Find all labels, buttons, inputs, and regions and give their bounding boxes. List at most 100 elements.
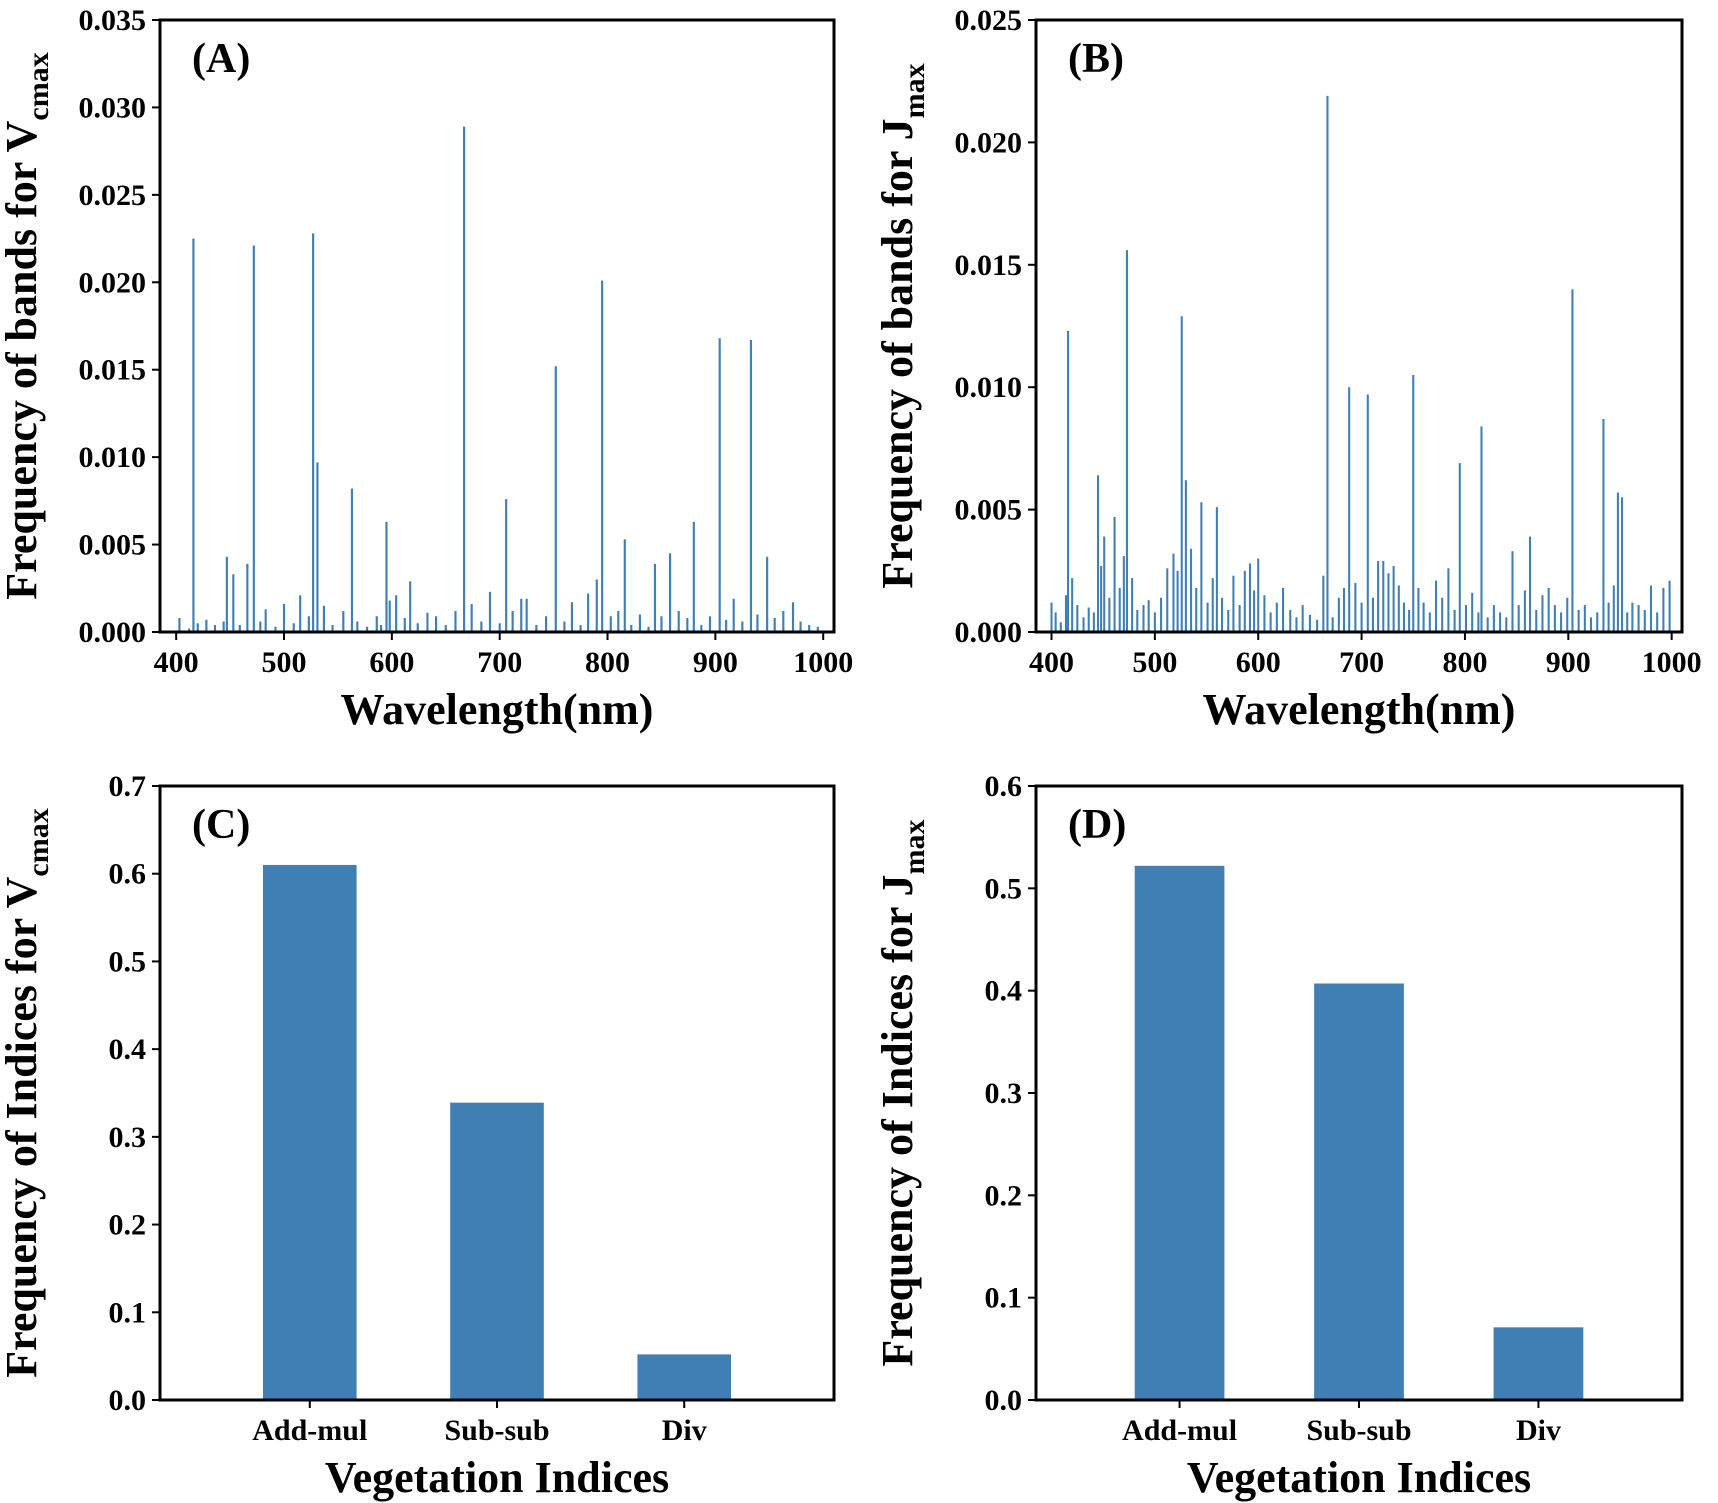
bar — [375, 616, 378, 632]
bar — [1566, 597, 1569, 632]
bar — [1257, 558, 1260, 632]
bar — [196, 623, 199, 632]
bar — [782, 611, 785, 632]
bar — [395, 595, 398, 632]
y-tick-label: 0.035 — [79, 4, 147, 37]
bar — [1366, 394, 1369, 632]
bar — [1492, 605, 1495, 632]
bar — [463, 126, 466, 633]
bar — [1529, 536, 1532, 632]
y-tick-label: 0.4 — [109, 1033, 147, 1066]
bar — [732, 598, 735, 632]
bar — [178, 618, 181, 632]
y-axis-title-subscript: max — [898, 819, 931, 874]
bar — [1100, 565, 1103, 632]
bar — [1275, 602, 1278, 632]
bar — [756, 614, 759, 632]
bar — [1377, 561, 1380, 632]
bar — [403, 618, 406, 632]
y-tick-label: 0.1 — [985, 1282, 1023, 1315]
y-axis-title-main: Frequency of bands for V — [0, 120, 46, 599]
bar — [1441, 597, 1444, 632]
bar — [647, 626, 650, 632]
bar — [342, 611, 345, 632]
x-tick-label: Sub-sub — [1306, 1414, 1411, 1447]
bar — [601, 280, 604, 632]
panel-label: (A) — [192, 36, 250, 82]
bar — [259, 621, 262, 632]
bar — [1553, 605, 1556, 632]
bar — [1596, 612, 1599, 632]
x-tick-label: 900 — [1546, 646, 1591, 679]
x-tick-label: 400 — [154, 646, 199, 679]
bar — [1371, 597, 1374, 632]
bar — [1621, 497, 1624, 632]
bar — [1326, 95, 1329, 632]
bar — [808, 625, 811, 632]
bar — [1059, 622, 1062, 632]
bar — [1136, 609, 1139, 632]
bar — [282, 604, 286, 632]
bar — [1331, 617, 1334, 632]
x-tick-label: 600 — [1236, 646, 1281, 679]
y-tick-label: 0.000 — [955, 616, 1023, 649]
bar — [1392, 565, 1395, 632]
bar — [1281, 587, 1285, 632]
panel-b: 400 500 600 700 800 900 1000 0.000 0.005 0.010 0.0… — [873, 4, 1702, 734]
y-axis-title: Frequency of Indices for Jmax — [873, 819, 931, 1366]
bar — [708, 616, 712, 632]
y-tick-label: 0.025 — [79, 179, 147, 212]
bar — [1064, 595, 1068, 632]
bar — [1082, 617, 1085, 632]
bar — [1471, 592, 1474, 632]
axes-frame — [158, 18, 836, 634]
y-tick-label: 0.005 — [955, 494, 1023, 527]
bar — [1560, 612, 1563, 632]
bar — [692, 521, 695, 632]
bar — [1269, 612, 1272, 632]
bar — [1397, 585, 1400, 632]
bar — [1480, 426, 1483, 632]
bar — [434, 616, 438, 632]
bar — [307, 616, 310, 632]
bar-div — [637, 1354, 732, 1400]
bar — [1408, 609, 1411, 632]
bar — [1172, 553, 1175, 632]
y-tick-label: 0.015 — [955, 249, 1023, 282]
bar — [1453, 609, 1456, 632]
bar — [222, 621, 225, 632]
bar — [1243, 570, 1246, 632]
bar — [1583, 605, 1586, 632]
y-axis-title: Frequency of bands for Vcmax — [0, 52, 55, 599]
bar — [1118, 587, 1121, 632]
y-tick-label: 0.6 — [985, 770, 1023, 803]
y-tick-label: 0.010 — [79, 441, 147, 474]
panel-label: (B) — [1068, 36, 1124, 82]
bar — [409, 581, 412, 632]
bar — [799, 621, 802, 632]
bar — [1067, 330, 1070, 632]
bar — [511, 611, 514, 632]
bar — [535, 625, 538, 632]
bar — [385, 521, 388, 632]
x-tick-label: 600 — [369, 646, 414, 679]
bar — [700, 625, 703, 632]
bar — [1464, 605, 1468, 632]
bar — [1153, 612, 1156, 632]
bar — [192, 238, 195, 633]
y-axis-title: Frequency of Indices for Vcmax — [0, 808, 55, 1377]
bar — [1200, 502, 1203, 632]
bar — [1195, 587, 1198, 632]
bar — [1486, 617, 1489, 632]
bar — [444, 625, 447, 632]
bar — [1103, 536, 1106, 632]
bar — [1253, 590, 1256, 632]
bar — [1382, 561, 1385, 632]
bar — [653, 563, 657, 632]
bar — [1248, 563, 1251, 632]
y-tick-label: 0.020 — [79, 266, 147, 299]
bar — [595, 579, 598, 632]
bar — [1301, 605, 1304, 632]
bar — [1108, 597, 1111, 632]
y-axis-title-main: Frequency of Indices for J — [873, 874, 922, 1366]
